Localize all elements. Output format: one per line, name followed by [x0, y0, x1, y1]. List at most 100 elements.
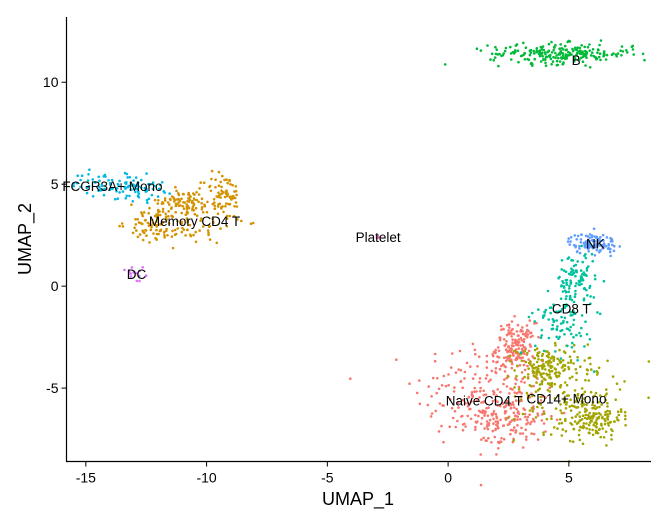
data-point: [209, 189, 213, 193]
data-point: [558, 47, 561, 50]
data-point: [580, 51, 583, 55]
data-point: [509, 349, 513, 353]
data-point: [123, 268, 126, 272]
data-point: [505, 356, 508, 359]
data-point: [200, 197, 204, 200]
data-point: [147, 211, 150, 215]
data-point: [550, 40, 553, 44]
data-point: [591, 403, 594, 407]
data-point: [496, 346, 500, 349]
data-point: [217, 184, 221, 187]
data-point: [215, 241, 219, 245]
data-point: [532, 370, 535, 374]
data-point: [591, 433, 595, 437]
data-point: [579, 241, 583, 244]
data-point: [502, 338, 506, 341]
data-point: [141, 238, 145, 242]
data-point: [496, 400, 499, 404]
data-point: [575, 422, 579, 425]
data-point: [520, 371, 524, 374]
data-point: [208, 185, 211, 189]
data-point: [605, 388, 608, 391]
data-point: [479, 453, 483, 456]
data-point: [610, 428, 613, 431]
data-point: [601, 427, 604, 430]
data-point: [524, 333, 527, 337]
data-point: [516, 351, 519, 354]
data-point: [581, 277, 584, 281]
data-point: [583, 244, 586, 247]
data-point: [558, 422, 561, 425]
data-point: [541, 352, 545, 356]
data-point: [191, 205, 195, 208]
data-point: [608, 412, 612, 415]
data-point: [568, 376, 572, 380]
data-point: [249, 222, 253, 225]
data-point: [604, 430, 608, 434]
data-point: [457, 406, 460, 409]
data-point: [132, 271, 135, 274]
data-point: [624, 424, 627, 427]
data-point: [588, 233, 592, 236]
data-point: [508, 354, 512, 358]
data-point: [483, 414, 486, 417]
data-point: [578, 411, 581, 414]
data-point: [155, 238, 158, 241]
data-point: [144, 186, 147, 190]
data-point: [213, 207, 217, 210]
data-point: [579, 334, 583, 338]
data-point: [587, 265, 590, 268]
data-point: [478, 380, 481, 384]
data-point: [167, 215, 170, 218]
data-point: [133, 226, 136, 230]
data-point: [99, 189, 103, 192]
data-point: [134, 223, 138, 226]
data-point: [511, 338, 514, 341]
data-point: [512, 411, 516, 415]
data-point: [532, 49, 535, 53]
data-point: [582, 287, 586, 291]
data-point: [593, 246, 597, 249]
data-point: [583, 359, 586, 362]
data-point: [626, 51, 629, 54]
data-point: [521, 349, 524, 352]
data-point: [554, 368, 558, 371]
data-point: [611, 240, 614, 243]
data-point: [573, 46, 577, 50]
data-point: [137, 190, 140, 193]
data-point: [606, 409, 609, 413]
data-point: [507, 329, 510, 332]
data-point: [525, 435, 528, 439]
data-point: [234, 189, 238, 193]
data-point: [461, 398, 465, 402]
data-point: [564, 417, 567, 421]
data-point: [572, 243, 576, 247]
data-point: [569, 236, 573, 239]
data-point: [610, 438, 613, 441]
data-point: [485, 407, 488, 410]
data-point: [599, 435, 602, 439]
data-point: [617, 413, 621, 417]
data-point: [234, 185, 238, 188]
data-point: [138, 233, 142, 236]
data-point: [529, 363, 532, 366]
data-point: [149, 228, 153, 232]
data-point: [150, 226, 153, 229]
data-point: [555, 335, 558, 339]
data-point: [551, 60, 555, 63]
data-point: [512, 439, 515, 442]
data-point: [539, 336, 543, 340]
data-point: [502, 437, 506, 441]
data-point: [578, 331, 581, 335]
data-point: [533, 57, 536, 61]
data-point: [515, 407, 518, 411]
data-point: [483, 412, 487, 415]
data-point: [535, 321, 538, 325]
data-point: [220, 189, 223, 192]
data-point: [480, 422, 483, 426]
data-point: [584, 245, 588, 249]
data-point: [602, 242, 606, 245]
data-point: [349, 377, 352, 381]
data-point: [510, 366, 514, 370]
